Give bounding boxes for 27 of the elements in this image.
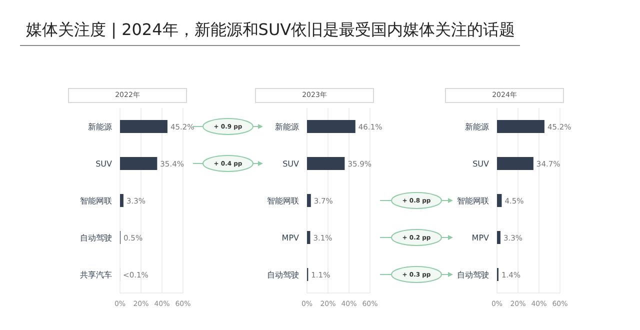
bar — [497, 194, 502, 207]
y-tick-label: 智能网联 — [267, 196, 299, 206]
y-tick-label: 自动驾驶 — [457, 270, 489, 280]
y-tick-label: 智能网联 — [457, 196, 489, 206]
bar — [497, 157, 534, 170]
y-tick-label: SUV — [282, 159, 300, 168]
y-tick-label: 自动驾驶 — [80, 233, 112, 242]
bar — [497, 231, 500, 244]
y-tick-label: 新能源 — [275, 122, 299, 132]
bar — [307, 231, 310, 244]
y-tick-label: SUV — [96, 159, 113, 168]
bar — [120, 157, 158, 170]
bar — [120, 194, 124, 207]
y-tick-label: 智能网联 — [80, 196, 112, 206]
y-tick-label: MPV — [472, 233, 490, 242]
y-tick-label: 新能源 — [465, 122, 489, 132]
y-tick-label: 新能源 — [88, 122, 112, 132]
bar — [307, 194, 311, 207]
bar — [307, 157, 345, 170]
y-tick-label: 自动驾驶 — [267, 270, 299, 280]
bar — [497, 120, 544, 133]
y-tick-label: SUV — [472, 159, 490, 168]
y-tick-label: MPV — [282, 233, 300, 242]
y-tick-label: 共享汽车 — [80, 270, 112, 280]
bar — [307, 120, 356, 133]
bar — [120, 120, 168, 133]
text: 媒体关注度 | 2024年，新能源和SUV依旧是最受国内媒体关注的话题 — [26, 20, 516, 41]
